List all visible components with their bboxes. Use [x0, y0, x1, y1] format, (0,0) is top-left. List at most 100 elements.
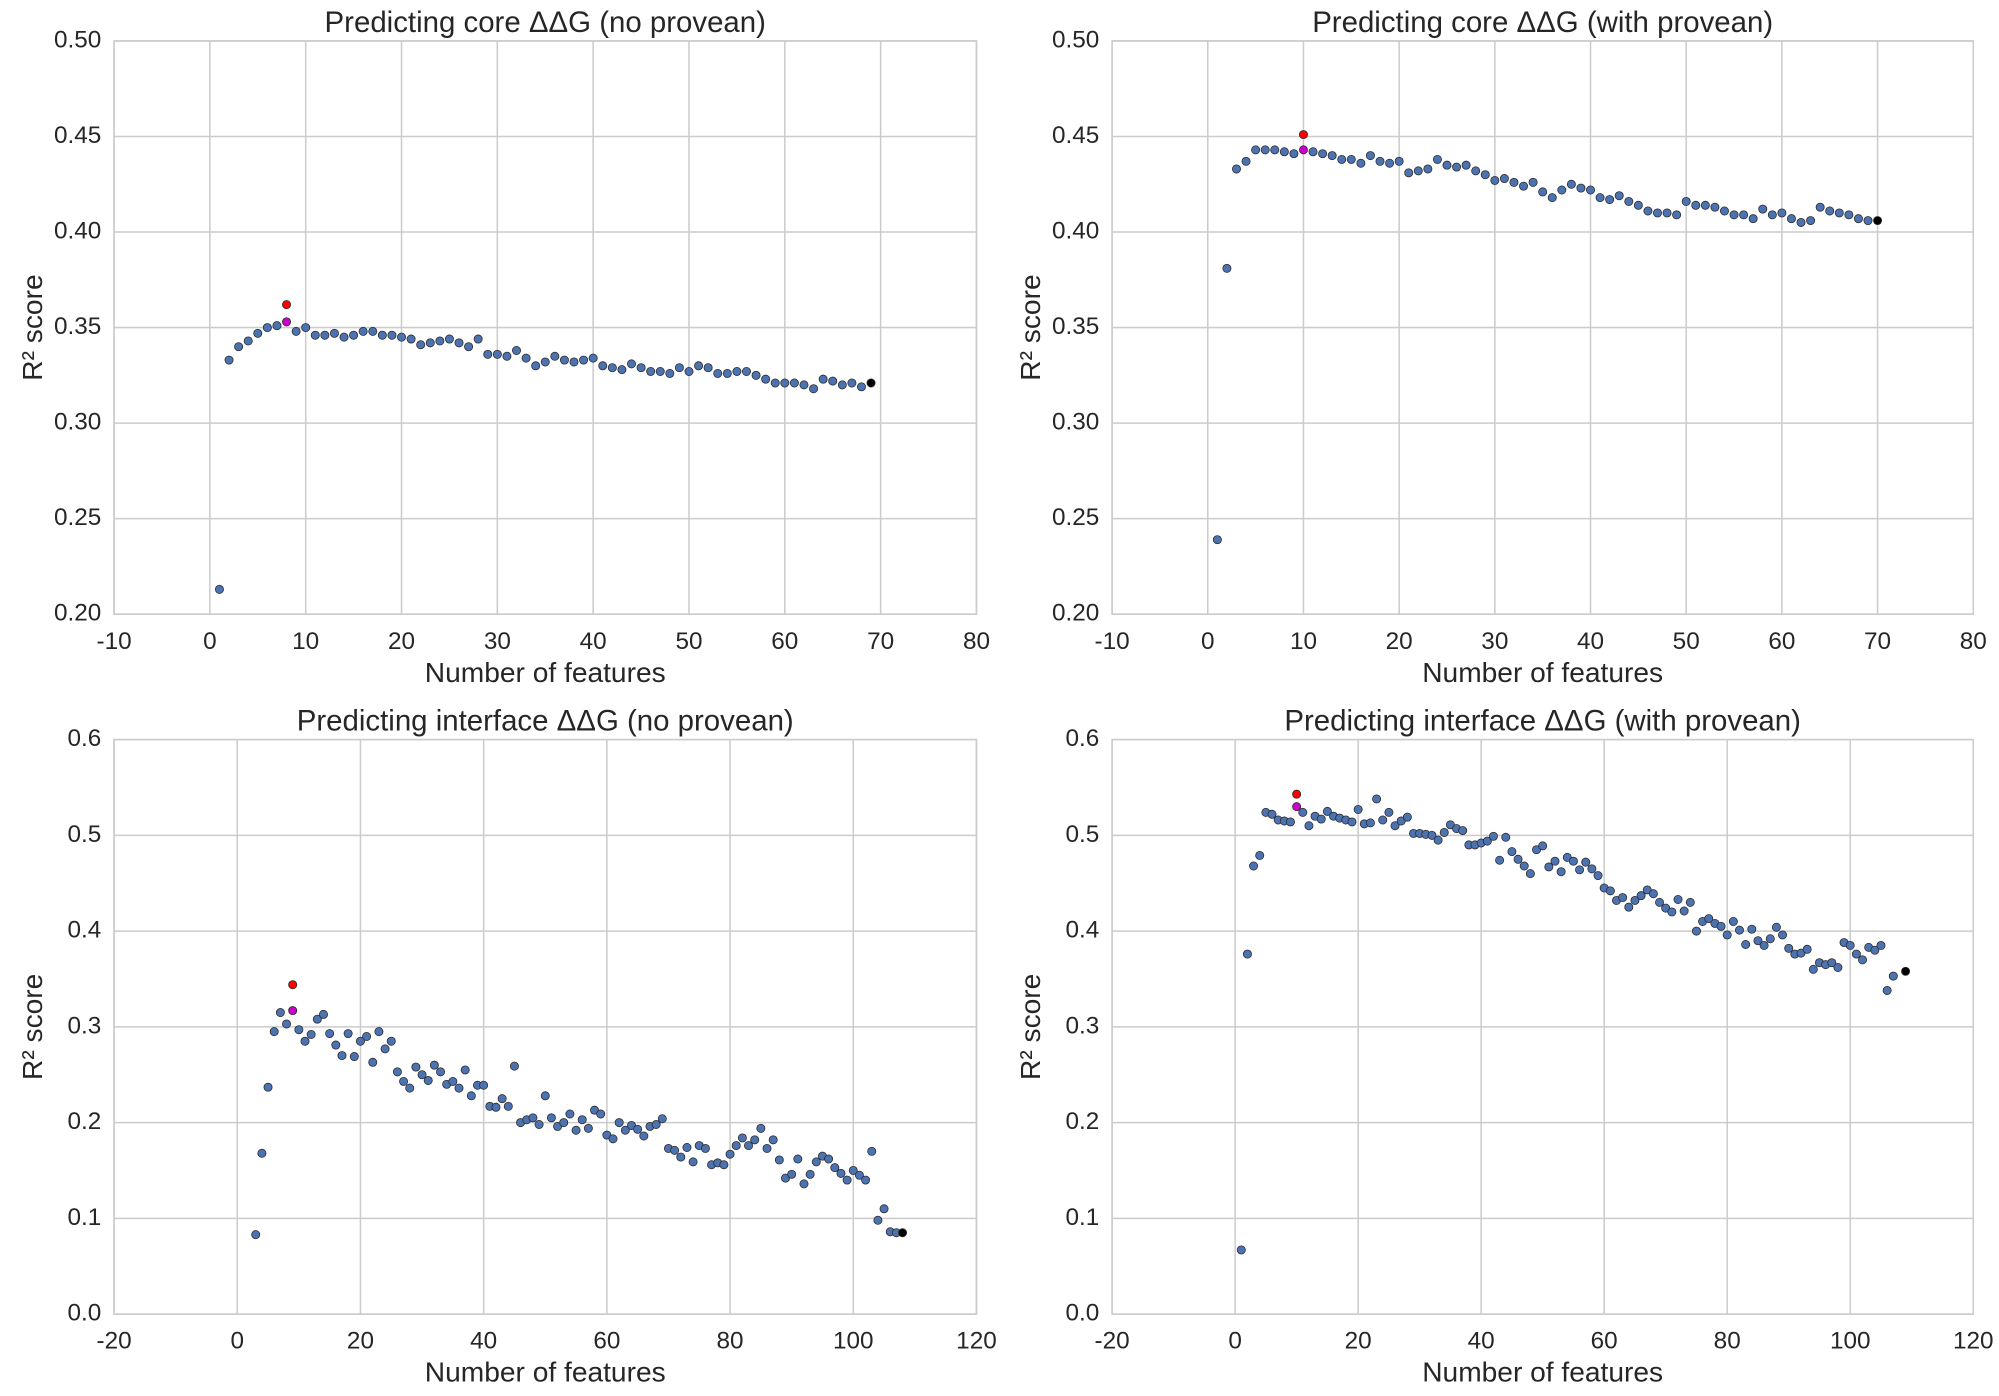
x-tick-label: 120 — [956, 1328, 997, 1355]
data-point — [1681, 196, 1691, 206]
data-point — [288, 1006, 298, 1016]
data-point — [1232, 164, 1241, 174]
chart-title: Predicting interface ΔΔG (no provean) — [297, 705, 794, 738]
data-point — [1544, 862, 1554, 872]
data-point — [512, 346, 521, 355]
data-point — [479, 1080, 489, 1090]
data-point — [349, 330, 359, 340]
data-point — [1662, 208, 1672, 218]
data-point — [1614, 191, 1624, 201]
data-point — [1385, 158, 1395, 168]
data-point — [1753, 936, 1763, 946]
data-point — [1605, 886, 1615, 896]
data-point — [1241, 156, 1251, 166]
x-axis-label: Number of features — [1422, 657, 1663, 688]
data-point — [1806, 216, 1816, 226]
data-point — [1771, 922, 1781, 932]
data-point — [355, 1036, 365, 1046]
data-point — [1767, 210, 1777, 220]
data-point — [291, 326, 301, 336]
data-point — [703, 363, 713, 373]
data-point — [358, 326, 368, 336]
data-point — [320, 330, 330, 340]
x-tick-label: 80 — [1960, 628, 1987, 655]
x-tick-label: -10 — [1095, 628, 1130, 655]
data-point — [337, 1051, 347, 1061]
data-point — [368, 1057, 378, 1067]
data-point — [725, 1149, 735, 1159]
data-point — [550, 351, 560, 361]
data-point — [368, 326, 378, 336]
data-point — [674, 363, 684, 373]
data-point — [1568, 856, 1578, 866]
data-point — [1704, 914, 1714, 924]
data-point — [387, 330, 397, 340]
data-point — [425, 338, 435, 348]
data-point — [1748, 214, 1758, 224]
data-point — [1728, 917, 1738, 926]
data-point — [1547, 193, 1557, 203]
data-point — [1802, 944, 1812, 954]
data-point — [483, 349, 493, 359]
data-point — [1685, 897, 1695, 907]
x-tick-label: 10 — [1290, 628, 1317, 655]
data-point — [1653, 208, 1662, 218]
data-point — [722, 368, 732, 378]
data-point — [1402, 812, 1412, 822]
x-tick-label: 40 — [580, 628, 607, 655]
data-point — [312, 1014, 322, 1024]
x-tick-label: 60 — [593, 1328, 620, 1355]
data-point — [1499, 174, 1509, 184]
data-point — [805, 1169, 815, 1179]
data-point — [1624, 196, 1634, 206]
data-point — [636, 363, 646, 373]
data-point — [1624, 902, 1634, 912]
data-point — [1353, 805, 1363, 814]
data-point — [627, 359, 636, 369]
data-point — [349, 1052, 359, 1062]
chart-title: Predicting core ΔΔG (no provean) — [325, 6, 766, 39]
data-point — [1722, 930, 1732, 940]
x-tick-label: 60 — [1768, 628, 1795, 655]
data-point — [1490, 175, 1500, 185]
data-point — [1870, 945, 1880, 955]
data-point — [294, 1025, 304, 1035]
data-point — [257, 1148, 267, 1158]
data-point — [1851, 949, 1861, 959]
data-point — [1586, 185, 1595, 195]
x-tick-label: 20 — [1386, 628, 1413, 655]
data-point — [688, 1157, 698, 1167]
data-point — [608, 1134, 618, 1144]
data-point — [301, 323, 311, 333]
y-tick-label: 0.2 — [1066, 1108, 1100, 1135]
data-point — [847, 378, 857, 388]
y-axis-label: R² score — [1015, 274, 1046, 380]
data-point — [856, 382, 866, 392]
data-point — [1480, 170, 1490, 180]
x-tick-label: 20 — [388, 628, 415, 655]
x-tick-label: 120 — [1953, 1328, 1994, 1355]
data-point — [1347, 817, 1357, 827]
data-point — [444, 334, 454, 344]
data-point — [1298, 130, 1308, 140]
data-point — [879, 1204, 889, 1214]
data-point — [1365, 818, 1375, 828]
data-point — [1308, 147, 1318, 157]
x-tick-label: 0 — [203, 628, 217, 655]
data-point — [416, 340, 426, 350]
data-point — [1796, 217, 1806, 227]
data-point — [682, 1143, 692, 1152]
data-point — [397, 332, 406, 342]
data-point — [719, 1160, 729, 1170]
data-point — [1605, 195, 1615, 205]
data-point — [1378, 815, 1388, 825]
y-tick-label: 0.40 — [1052, 217, 1099, 244]
data-point — [751, 370, 761, 380]
data-point — [1672, 210, 1682, 220]
data-point — [694, 361, 704, 371]
data-point — [1858, 955, 1868, 965]
data-point — [253, 328, 263, 338]
data-point — [1566, 179, 1576, 189]
data-point — [1786, 214, 1796, 224]
data-point — [509, 1061, 519, 1071]
